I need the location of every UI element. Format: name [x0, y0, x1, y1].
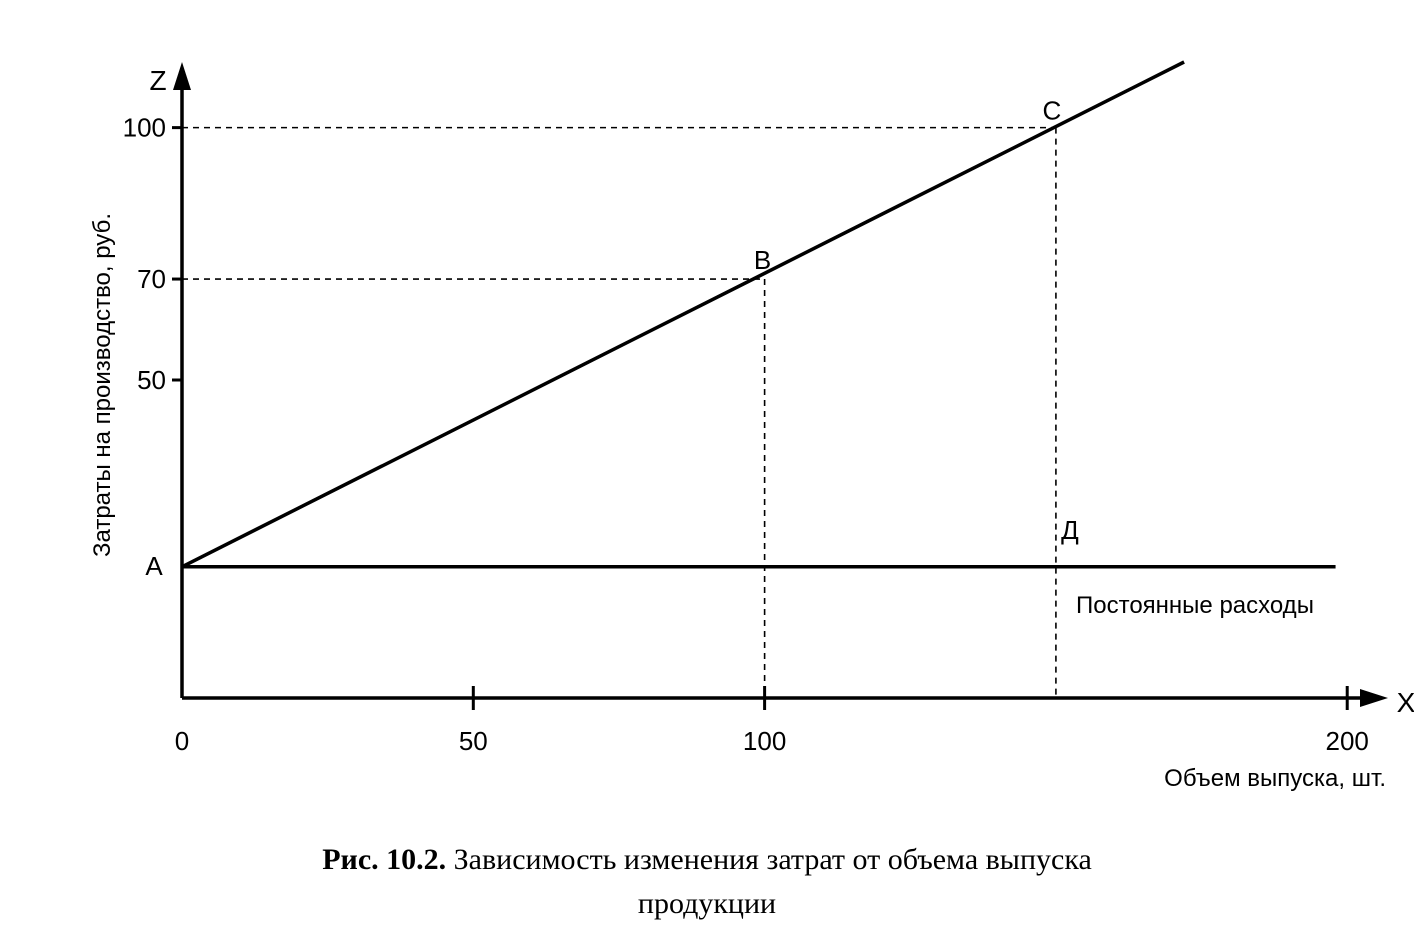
- point-label-Д: Д: [1061, 515, 1079, 545]
- series-lines: [181, 60, 1336, 569]
- point-label-B: B: [754, 245, 771, 275]
- fixed-costs-label: Постоянные расходы: [1076, 592, 1314, 619]
- point-labels: A B C Д: [145, 96, 1079, 581]
- total-costs-line: [181, 60, 1185, 569]
- x-axis-label: Объем выпуска, шт.: [1164, 765, 1386, 792]
- x-tick-label-200: 200: [1326, 726, 1369, 756]
- x-axis-arrow: [1360, 689, 1388, 707]
- y-axis-letter: Z: [149, 65, 166, 96]
- y-axis-arrow: [173, 62, 191, 90]
- caption-line-1: Зависимость изменения затрат от объема в…: [453, 843, 1092, 876]
- y-tick-label-100: 100: [123, 113, 166, 143]
- x-tick-label-50: 50: [459, 726, 488, 756]
- x-tick-label-0: 0: [175, 726, 189, 756]
- tick-labels: 0 50 100 200 50 70 100: [123, 113, 1369, 756]
- caption-number: Рис. 10.2.: [322, 843, 447, 876]
- x-tick-label-100: 100: [743, 726, 786, 756]
- caption-line-2: продукции: [637, 887, 777, 920]
- guide-lines: [182, 126, 1057, 698]
- x-axis-letter: X: [1397, 687, 1414, 718]
- chart-canvas: 0 50 100 200 50 70 100 Z X Затраты на производ…: [89, 60, 1414, 792]
- y-tick-label-70: 70: [137, 264, 166, 294]
- y-tick-label-50: 50: [137, 365, 166, 395]
- axes: [173, 62, 1388, 707]
- point-label-C: C: [1043, 96, 1062, 126]
- point-label-A: A: [145, 551, 163, 581]
- y-axis-label: Затраты на производство, руб.: [89, 213, 116, 557]
- tick-marks: [172, 126, 1349, 710]
- figure-caption: Рис. 10.2. Зависимость изменения затрат …: [0, 838, 1414, 926]
